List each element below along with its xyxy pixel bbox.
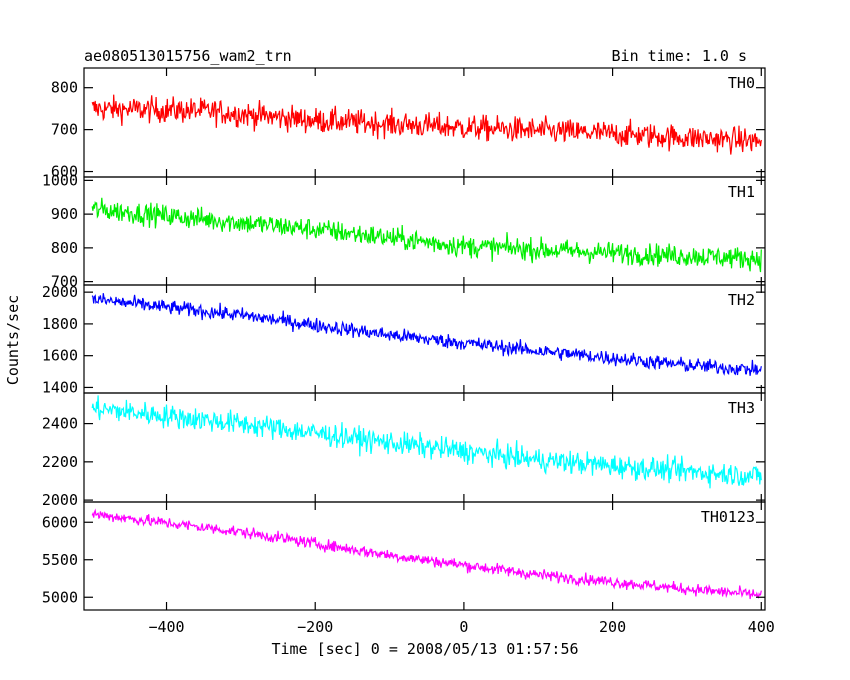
x-tick-label: −400 — [148, 618, 184, 636]
y-tick-label: 700 — [51, 121, 78, 139]
y-tick-label: 2200 — [42, 453, 78, 471]
y-tick-label: 5000 — [42, 588, 78, 606]
panel-th0: 600 700 800 TH0 — [51, 67, 766, 181]
y-tick-label: 2000 — [42, 283, 78, 301]
y-tick-label: 2400 — [42, 415, 78, 433]
x-tick-label: −200 — [297, 618, 333, 636]
panel-name-label: TH3 — [728, 399, 755, 417]
y-tick-label: 700 — [51, 273, 78, 291]
series-line-th0 — [91, 94, 762, 155]
panels-group: 600 700 800 TH0 700 800 900 1000 TH1 1400 1600 1800… — [42, 67, 775, 636]
y-tick-label: 600 — [51, 163, 78, 181]
y-tick-label: 1000 — [42, 171, 78, 189]
panel-th3: 2000 2200 2400 TH3 — [42, 392, 766, 509]
x-tick-label: 200 — [599, 618, 626, 636]
series-line-th2 — [91, 293, 762, 376]
y-tick-label: 1600 — [42, 347, 78, 365]
panel-name-label: TH0 — [728, 74, 755, 92]
y-axis-label: Counts/sec — [4, 295, 22, 385]
y-tick-label: 800 — [51, 79, 78, 97]
panel-frame — [83, 501, 766, 611]
y-tick-label: 6000 — [42, 513, 78, 531]
y-tick-label: 900 — [51, 205, 78, 223]
x-tick-label: 400 — [748, 618, 775, 636]
bin-time-label: Bin time: 1.0 s — [612, 47, 747, 65]
series-line-th0123 — [91, 508, 762, 600]
panel-th0123: 5000 5500 6000 TH0123 — [42, 501, 766, 611]
y-tick-label: 5500 — [42, 551, 78, 569]
panel-th2: 1400 1600 1800 2000 TH2 — [42, 283, 766, 396]
panel-frame — [83, 392, 766, 503]
chart-title: ae080513015756_wam2_trn — [84, 47, 292, 65]
series-line-th1 — [91, 197, 762, 273]
y-tick-label: 1400 — [42, 378, 78, 396]
y-tick-label: 800 — [51, 239, 78, 257]
y-tick-label: 1800 — [42, 315, 78, 333]
y-tick-label: 2000 — [42, 491, 78, 509]
series-line-th3 — [91, 395, 762, 489]
panel-name-label: TH2 — [728, 291, 755, 309]
panel-name-label: TH0123 — [701, 508, 755, 526]
panel-th1: 700 800 900 1000 TH1 — [42, 171, 766, 291]
panel-frame — [83, 176, 766, 286]
x-tick-label: 0 — [459, 618, 468, 636]
panel-name-label: TH1 — [728, 183, 755, 201]
x-axis-label: Time [sec] 0 = 2008/05/13 01:57:56 — [271, 640, 578, 658]
